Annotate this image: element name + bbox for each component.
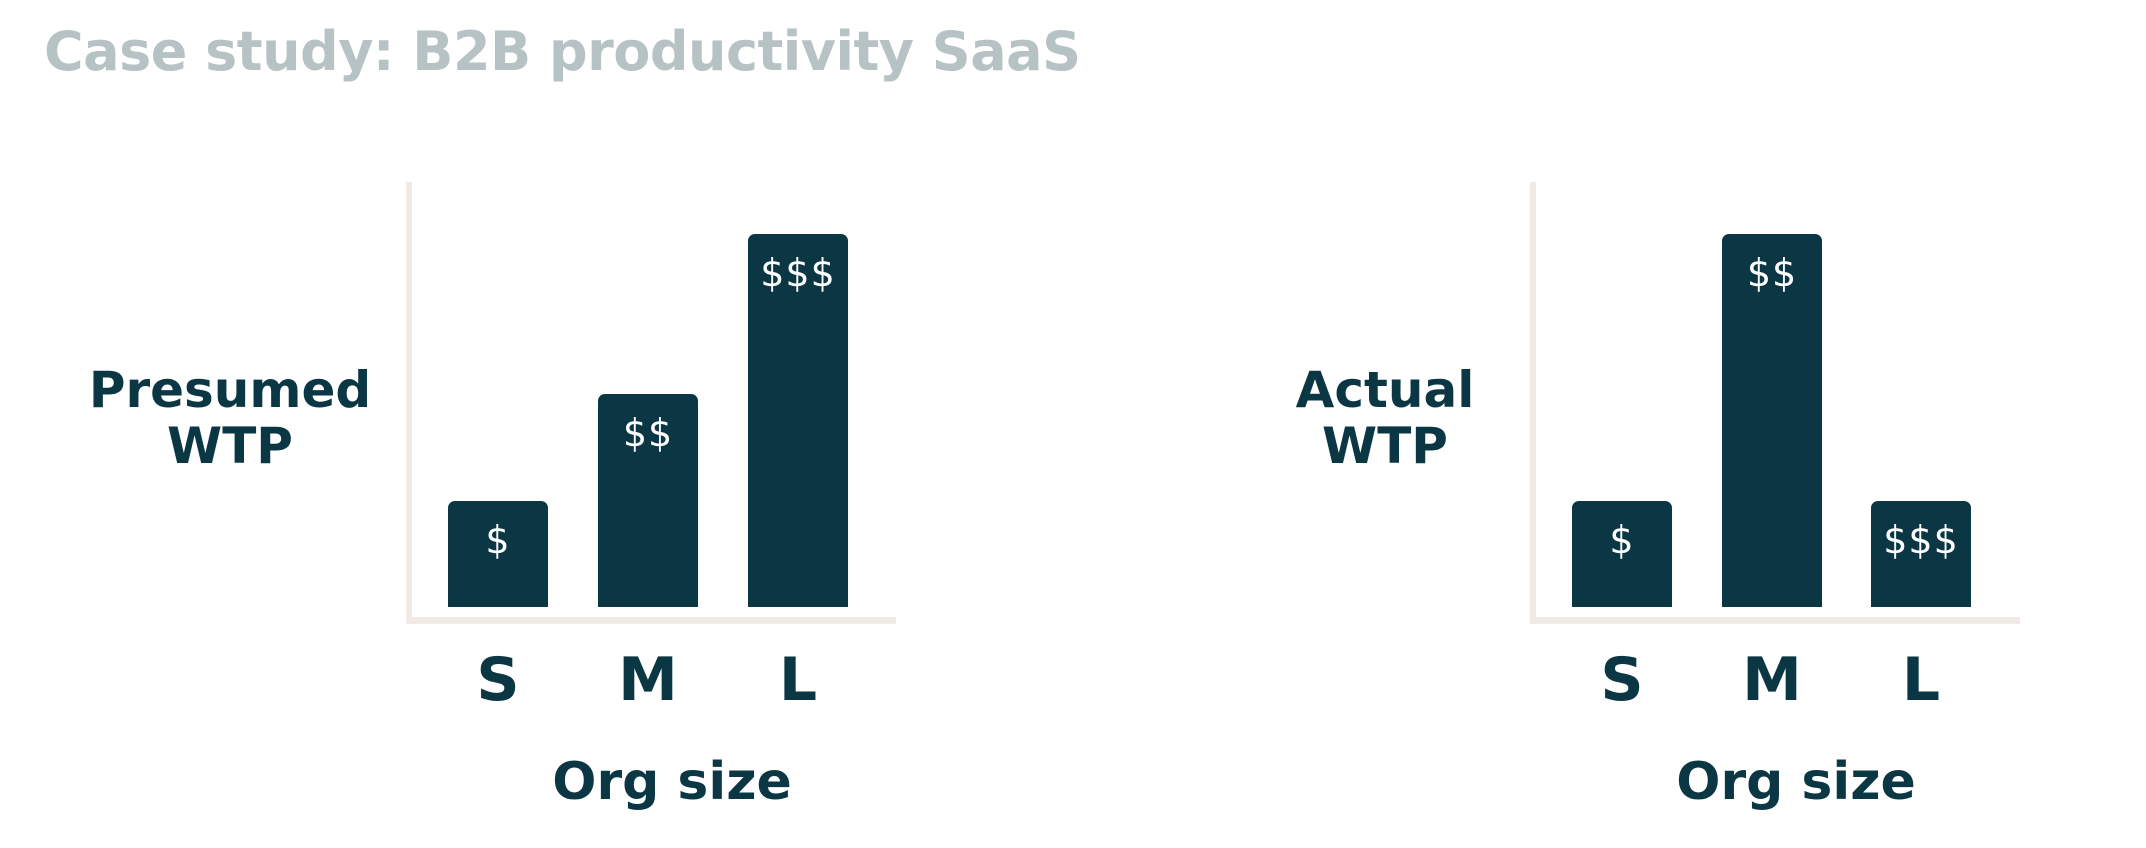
bar-chart-actual: $ $$ $$$ — [1530, 182, 2020, 624]
y-axis-label-line2: WTP — [1322, 417, 1448, 475]
y-axis-label-presumed: Presumed WTP — [70, 362, 390, 474]
bar-label: $ — [485, 518, 511, 562]
y-axis-label-actual: Actual WTP — [1225, 362, 1545, 474]
bar-m: $$ — [598, 394, 698, 607]
bar-label: $$ — [1746, 251, 1798, 295]
x-axis-title: Org size — [1676, 752, 1916, 812]
y-axis-line — [406, 182, 412, 624]
x-tick-m: M — [618, 645, 678, 715]
bar-s: $ — [1572, 501, 1672, 607]
x-tick-l: L — [778, 645, 818, 715]
bar-l: $$$ — [748, 234, 848, 607]
bar-l: $$$ — [1871, 501, 1971, 607]
page-title: Case study: B2B productivity SaaS — [44, 20, 1081, 83]
x-tick-s: S — [1600, 645, 1644, 715]
y-axis-line — [1530, 182, 1536, 624]
bar-m: $$ — [1722, 234, 1822, 607]
x-tick-m: M — [1742, 645, 1802, 715]
x-axis-line — [1530, 617, 2020, 624]
bar-label: $$ — [622, 411, 674, 455]
bar-label: $$$ — [1883, 518, 1959, 562]
x-axis-line — [406, 617, 896, 624]
x-tick-s: S — [476, 645, 520, 715]
bar-s: $ — [448, 501, 548, 607]
x-tick-l: L — [1901, 645, 1941, 715]
y-axis-label-line1: Actual — [1295, 361, 1475, 419]
bar-label: $ — [1609, 518, 1635, 562]
bar-chart-presumed: $ $$ $$$ — [406, 182, 896, 624]
y-axis-label-line1: Presumed — [88, 361, 372, 419]
x-axis-title: Org size — [552, 752, 792, 812]
bar-label: $$$ — [760, 251, 836, 295]
y-axis-label-line2: WTP — [167, 417, 293, 475]
